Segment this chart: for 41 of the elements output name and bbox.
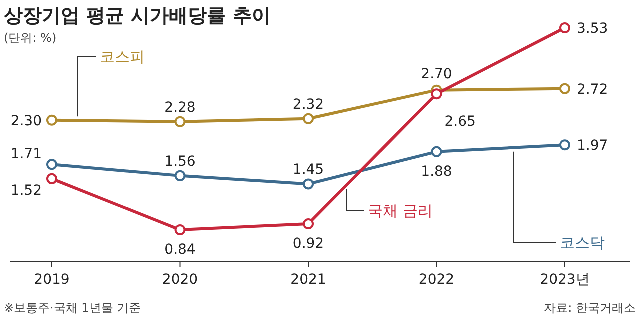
data-label: 2.30 <box>10 113 42 130</box>
point <box>303 113 314 124</box>
data-label: 1.71 <box>10 146 42 163</box>
data-label: 1.52 <box>10 182 42 199</box>
point <box>46 159 58 170</box>
data-label: 2.65 <box>444 114 476 130</box>
x-tick-label: 2019 <box>34 272 70 288</box>
data-label: 1.45 <box>292 162 324 178</box>
data-label: 0.92 <box>292 236 324 252</box>
point <box>174 116 186 128</box>
data-label: 3.53 <box>577 21 608 37</box>
x-tick-label: 2023년 <box>540 272 590 288</box>
point <box>46 114 58 126</box>
data-label: 0.84 <box>164 242 196 258</box>
x-tick-label: 2022 <box>418 272 455 288</box>
data-label: 2.32 <box>292 96 324 113</box>
annotation: (단위: %) <box>4 31 57 45</box>
point <box>560 22 570 34</box>
data-label: 2.28 <box>164 100 196 116</box>
text: 코스피 <box>100 48 145 66</box>
point <box>560 83 570 94</box>
point <box>174 224 186 236</box>
point <box>303 178 314 190</box>
text: 자료: 한국거래소 <box>544 301 636 315</box>
data-label: 1.56 <box>164 154 196 170</box>
data-label: 1.88 <box>421 164 452 180</box>
point <box>174 170 186 182</box>
point <box>431 146 442 158</box>
point <box>303 218 314 230</box>
x-tick-label: 2021 <box>290 272 326 288</box>
point <box>560 140 570 151</box>
text: 코스닥 <box>560 234 605 252</box>
data-label: 1.97 <box>577 138 608 154</box>
data-label: 2.72 <box>577 82 608 98</box>
data-label: 2.70 <box>421 66 452 82</box>
text: ※보통주·국채 1년물 기준 <box>4 301 142 315</box>
chart-title: 상장기업 평균 시가배당률 추이 <box>4 5 271 27</box>
point <box>431 88 442 100</box>
point <box>46 173 58 184</box>
x-tick-label: 2020 <box>162 272 198 288</box>
series-label: 국채 금리 <box>368 202 433 220</box>
